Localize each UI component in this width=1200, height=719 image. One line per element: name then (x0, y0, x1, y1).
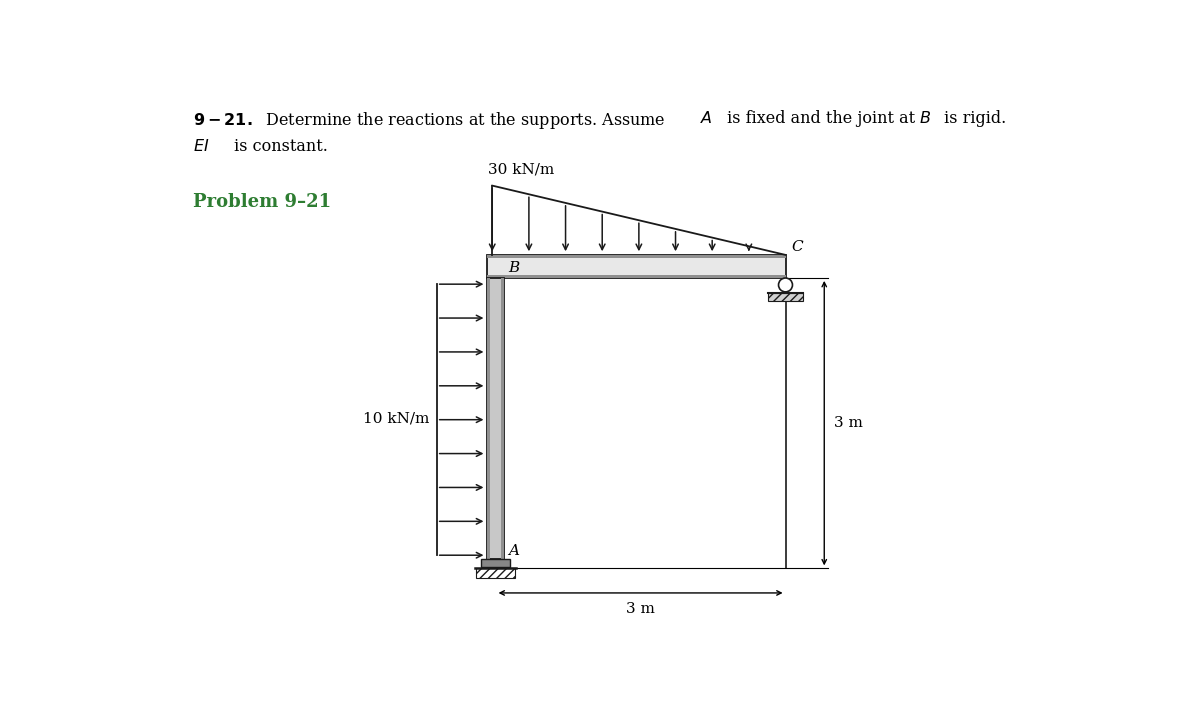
Bar (487, 278, 504, 559)
Bar (487, 255, 786, 278)
Bar (487, 255, 786, 258)
Text: $\mathbf{9-21.}$  Determine the reactions at the supports. Assume: $\mathbf{9-21.}$ Determine the reactions… (193, 110, 666, 131)
Bar (487, 278, 491, 559)
Bar (487, 275, 786, 278)
Text: Problem 9–21: Problem 9–21 (193, 193, 331, 211)
Bar (502, 278, 504, 559)
Text: is fixed and the joint at: is fixed and the joint at (722, 110, 920, 127)
Text: 10 kN/m: 10 kN/m (364, 411, 430, 426)
Text: B: B (508, 261, 520, 275)
Text: $B$: $B$ (919, 110, 931, 127)
Circle shape (779, 278, 792, 292)
Text: C: C (792, 240, 803, 254)
Text: $A$: $A$ (701, 110, 713, 127)
Text: 3 m: 3 m (834, 416, 863, 430)
Text: is constant.: is constant. (229, 138, 328, 155)
Bar (481, 559, 510, 567)
Text: $EI$: $EI$ (193, 138, 209, 155)
Text: 3 m: 3 m (626, 603, 655, 616)
Text: A: A (508, 544, 520, 557)
Bar (476, 568, 515, 577)
Bar (768, 293, 803, 301)
Text: is rigid.: is rigid. (938, 110, 1006, 127)
Text: 30 kN/m: 30 kN/m (488, 162, 554, 176)
